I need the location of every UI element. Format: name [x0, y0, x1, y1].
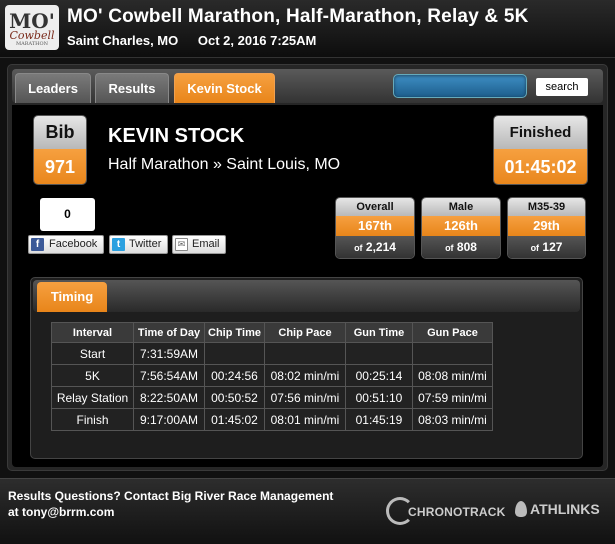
email-share-button[interactable]: ✉ Email — [172, 235, 226, 254]
rank-place: 167th — [336, 216, 414, 236]
tab-timing[interactable]: Timing — [37, 282, 107, 312]
bib-number: 971 — [34, 149, 86, 184]
finish-time: 01:45:02 — [494, 149, 587, 184]
gun-pace-cell: 07:59 min/mi — [411, 386, 493, 409]
time-of-day-cell: 7:31:59AM — [133, 342, 205, 365]
gun-pace-cell: 08:03 min/mi — [411, 408, 493, 431]
rank-total-value: 2,214 — [365, 240, 396, 254]
tab-leaders[interactable]: Leaders — [15, 73, 91, 103]
rank-place: 126th — [422, 216, 500, 236]
twitter-share-button[interactable]: t Twitter — [109, 235, 168, 254]
gun-time-cell: 01:45:19 — [344, 408, 413, 431]
chip-pace-cell: 08:01 min/mi — [263, 408, 346, 431]
twitter-icon: t — [112, 238, 125, 251]
event-logo-text: MO' — [9, 9, 55, 33]
rank-label: Male — [422, 198, 500, 216]
rank-of-label: of — [354, 243, 363, 253]
flame-icon — [515, 501, 527, 517]
facebook-label: Facebook — [49, 238, 98, 250]
column-header: Gun Time — [344, 322, 413, 343]
chip-time-cell: 00:50:52 — [204, 386, 265, 409]
athlinks-logo[interactable]: ATHLINKS — [515, 501, 600, 517]
bib-label: Bib — [34, 116, 86, 149]
interval-cell: 5K — [51, 364, 134, 387]
rank-label: Overall — [336, 198, 414, 216]
rank-total: of 808 — [422, 236, 500, 258]
athlinks-text: ATHLINKS — [530, 501, 600, 517]
column-header: Gun Pace — [411, 322, 493, 343]
column-header: Interval — [51, 322, 134, 343]
athlete-info: Half Marathon » Saint Louis, MO — [108, 156, 341, 173]
tab-kevin-stock[interactable]: Kevin Stock — [174, 73, 275, 103]
tab-results[interactable]: Results — [95, 73, 169, 103]
contact-text: Results Questions? Contact Big River Rac… — [8, 489, 334, 519]
facebook-icon: f — [31, 238, 44, 251]
table-row: 5K 7:56:54AM 00:24:56 08:02 min/mi 00:25… — [51, 364, 493, 387]
chronotrack-text: CHRONOTRACK — [408, 505, 506, 519]
chronotrack-ring-icon — [386, 497, 414, 525]
rank-division: M35-39 29th of 127 — [507, 197, 586, 259]
rank-place: 29th — [508, 216, 585, 236]
chip-pace-cell: 07:56 min/mi — [263, 386, 346, 409]
chip-pace-cell — [263, 342, 346, 365]
gun-time-cell: 00:25:14 — [344, 364, 413, 387]
rank-total-value: 808 — [456, 240, 477, 254]
chip-time-cell: 00:24:56 — [204, 364, 265, 387]
gun-pace-cell — [411, 342, 493, 365]
rank-of-label: of — [445, 243, 454, 253]
results-panel: Leaders Results Kevin Stock search Bib 9… — [7, 64, 608, 471]
time-of-day-cell: 9:17:00AM — [133, 408, 205, 431]
event-logo-caption: MARATHON — [15, 41, 48, 47]
search-button[interactable]: search — [536, 78, 588, 96]
interval-cell: Start — [51, 342, 134, 365]
facebook-share-button[interactable]: f Facebook — [28, 235, 104, 254]
event-logo: MO' Cowbell MARATHON — [5, 5, 59, 50]
column-header: Chip Time — [204, 322, 265, 343]
gun-pace-cell: 08:08 min/mi — [411, 364, 493, 387]
athlete-content: Bib 971 KEVIN STOCK Half Marathon » Sain… — [12, 105, 603, 467]
event-location: Saint Charles, MO — [67, 33, 179, 48]
column-header: Chip Pace — [263, 322, 346, 343]
rank-total-value: 127 — [542, 240, 563, 254]
finished-label: Finished — [494, 116, 587, 149]
email-label: Email — [192, 238, 220, 250]
table-row: Finish 9:17:00AM 01:45:02 08:01 min/mi 0… — [51, 408, 493, 431]
event-datetime: Oct 2, 2016 7:25AM — [197, 33, 317, 48]
rank-overall: Overall 167th of 2,214 — [335, 197, 415, 259]
finished-box: Finished 01:45:02 — [493, 115, 588, 185]
timing-section: Timing Interval Time of Day Chip Time Ch… — [30, 277, 583, 459]
bib-box: Bib 971 — [33, 115, 87, 185]
rank-of-label: of — [530, 243, 540, 253]
athlete-name: KEVIN STOCK — [108, 125, 245, 147]
table-row: Start 7:31:59AM — [51, 342, 493, 365]
email-icon: ✉ — [175, 238, 188, 251]
event-title: MO' Cowbell Marathon, Half-Marathon, Rel… — [67, 6, 529, 27]
search-input[interactable] — [393, 74, 527, 98]
timing-tab-bar: Timing — [33, 280, 580, 312]
chip-pace-cell: 08:02 min/mi — [263, 364, 346, 387]
page-footer: Results Questions? Contact Big River Rac… — [0, 478, 615, 544]
time-of-day-cell: 7:56:54AM — [133, 364, 205, 387]
rank-total: of 2,214 — [336, 236, 414, 258]
table-row: Relay Station 8:22:50AM 00:50:52 07:56 m… — [51, 386, 493, 409]
interval-cell: Finish — [51, 408, 134, 431]
gun-time-cell — [344, 342, 413, 365]
page-header: MO' Cowbell MARATHON MO' Cowbell Maratho… — [0, 0, 615, 58]
interval-cell: Relay Station — [51, 386, 134, 409]
chip-time-cell: 01:45:02 — [204, 408, 265, 431]
event-subtitle: Saint Charles, MO Oct 2, 2016 7:25AM — [67, 33, 332, 48]
rank-total: of 127 — [508, 236, 585, 258]
rank-male: Male 126th of 808 — [421, 197, 501, 259]
gun-time-cell: 00:51:10 — [344, 386, 413, 409]
share-count: 0 — [40, 198, 95, 231]
column-header: Time of Day — [133, 322, 205, 343]
event-logo-script: Cowbell — [9, 29, 55, 42]
rank-label: M35-39 — [508, 198, 585, 216]
table-header-row: Interval Time of Day Chip Time Chip Pace… — [51, 322, 493, 343]
tab-bar: Leaders Results Kevin Stock search — [12, 69, 603, 103]
chip-time-cell — [204, 342, 265, 365]
splits-table: Interval Time of Day Chip Time Chip Pace… — [51, 322, 493, 431]
time-of-day-cell: 8:22:50AM — [133, 386, 205, 409]
twitter-label: Twitter — [129, 238, 162, 250]
